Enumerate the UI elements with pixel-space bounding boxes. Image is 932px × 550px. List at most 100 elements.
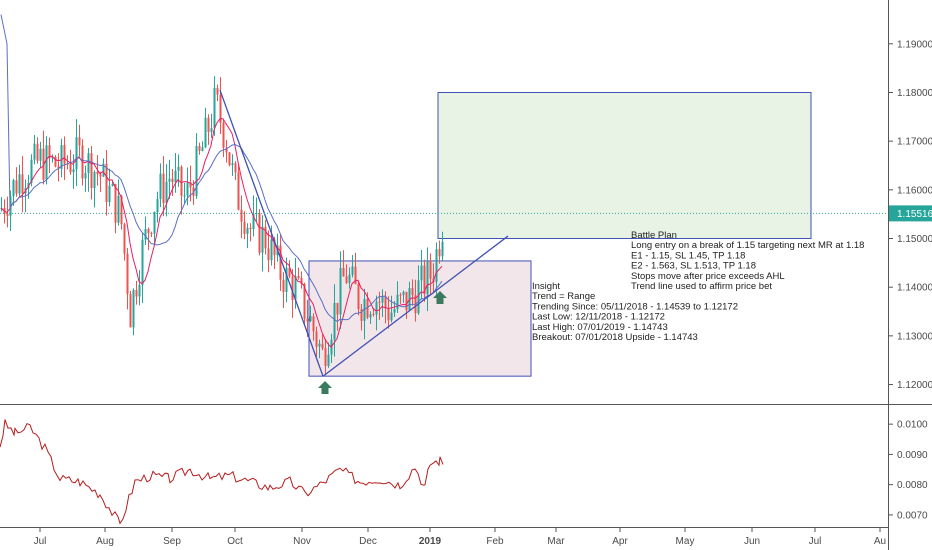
candle <box>210 113 213 139</box>
indicator-axis[interactable]: 0.0100 0.0090 0.0080 0.0070 <box>888 420 928 522</box>
candle-body <box>252 213 255 230</box>
candle-body <box>96 171 99 175</box>
candle <box>162 156 165 217</box>
candle <box>267 230 270 273</box>
candle-body <box>312 316 315 332</box>
candle <box>315 326 318 357</box>
candle <box>279 234 282 291</box>
candle-body <box>267 248 270 261</box>
candle-body <box>87 153 90 174</box>
candle-body <box>249 227 252 230</box>
candle <box>306 299 309 338</box>
candle-body <box>303 283 306 319</box>
candle <box>240 195 243 239</box>
candle <box>285 257 288 303</box>
time-tick-label: Au <box>874 536 886 547</box>
candle-body <box>327 354 330 366</box>
candle-body <box>105 163 108 203</box>
candle-body <box>117 195 120 223</box>
candle <box>171 168 174 196</box>
downtrend-line[interactable] <box>219 89 324 377</box>
candle-body <box>48 145 51 159</box>
candle-body <box>435 249 438 283</box>
candle <box>264 219 267 255</box>
candle <box>429 253 432 295</box>
candle <box>396 281 399 314</box>
candle-body <box>405 291 408 311</box>
insight-line: Breakout: 07/01/2018 Upside - 1.14743 <box>532 332 698 343</box>
last-price-badge-text: 1.15516 <box>897 209 932 220</box>
candle <box>426 247 429 312</box>
candle <box>99 171 102 193</box>
candle-body <box>132 290 135 328</box>
candle-body <box>108 185 111 203</box>
candle-body <box>396 294 399 310</box>
candle <box>144 216 147 245</box>
candle-body <box>297 276 300 279</box>
candle-body <box>222 122 225 148</box>
candle <box>282 272 285 309</box>
candle <box>78 124 81 157</box>
candle-body <box>387 308 390 321</box>
candle <box>33 135 36 165</box>
time-tick-label: Jul <box>809 536 822 547</box>
candle-body <box>417 280 420 314</box>
candle-body <box>90 153 93 189</box>
battle-plan-line: E2 - 1.563, SL 1.513, TP 1.18 <box>631 261 756 272</box>
candle <box>39 141 42 168</box>
candle <box>108 168 111 207</box>
candle <box>21 156 24 213</box>
candle-body <box>426 260 429 295</box>
signal-arrows <box>318 291 447 394</box>
candle <box>198 142 201 155</box>
candle-body <box>141 239 144 285</box>
target-rect[interactable] <box>437 91 812 240</box>
candle-body <box>324 348 327 366</box>
time-axis[interactable]: Jul Aug Sep Oct Nov Dec 2019 Feb Mar Apr May Jun Jul… <box>34 527 887 547</box>
candle <box>309 305 312 323</box>
candle-body <box>126 253 129 295</box>
candle-body <box>411 288 414 296</box>
candle <box>360 304 363 331</box>
candle-body <box>255 213 258 215</box>
candle-body <box>183 195 186 197</box>
candle-body <box>423 265 426 295</box>
candle <box>327 342 330 368</box>
candle-body <box>195 145 198 196</box>
candle-body <box>174 170 177 183</box>
candle-body <box>135 290 138 297</box>
uptrend-line[interactable] <box>322 235 509 377</box>
candle <box>51 154 54 163</box>
candle <box>165 164 168 217</box>
insight-line: Insight <box>532 281 560 292</box>
insight-line: Trend = Range <box>532 291 595 302</box>
candle-body <box>402 291 405 296</box>
candle <box>324 338 327 375</box>
candle <box>204 107 207 149</box>
candle-body <box>282 279 285 292</box>
candle-body <box>129 294 132 328</box>
candle-body <box>156 198 159 213</box>
price-tick-label: 1.17000 <box>897 137 932 148</box>
candle <box>231 154 234 176</box>
candle <box>75 119 78 186</box>
last-price-badge: 1.15516 <box>889 205 932 222</box>
candle <box>435 242 438 295</box>
candle-body <box>246 227 249 234</box>
candle-body <box>219 94 222 123</box>
time-tick-label: Jul <box>34 536 47 547</box>
candle <box>348 267 351 289</box>
candle <box>234 161 237 181</box>
trendlines[interactable] <box>219 89 509 377</box>
candle-body <box>393 309 396 313</box>
target-zone-box[interactable] <box>437 91 812 240</box>
price-axis[interactable]: 1.19000 1.18000 1.17000 1.16000 1.15000 1.140… <box>888 39 932 391</box>
candle <box>147 227 150 251</box>
candle-body <box>339 267 342 315</box>
candle-body <box>147 229 150 233</box>
candle <box>15 167 18 197</box>
battle-plan-line: E1 - 1.15, SL 1.45, TP 1.18 <box>631 250 745 261</box>
